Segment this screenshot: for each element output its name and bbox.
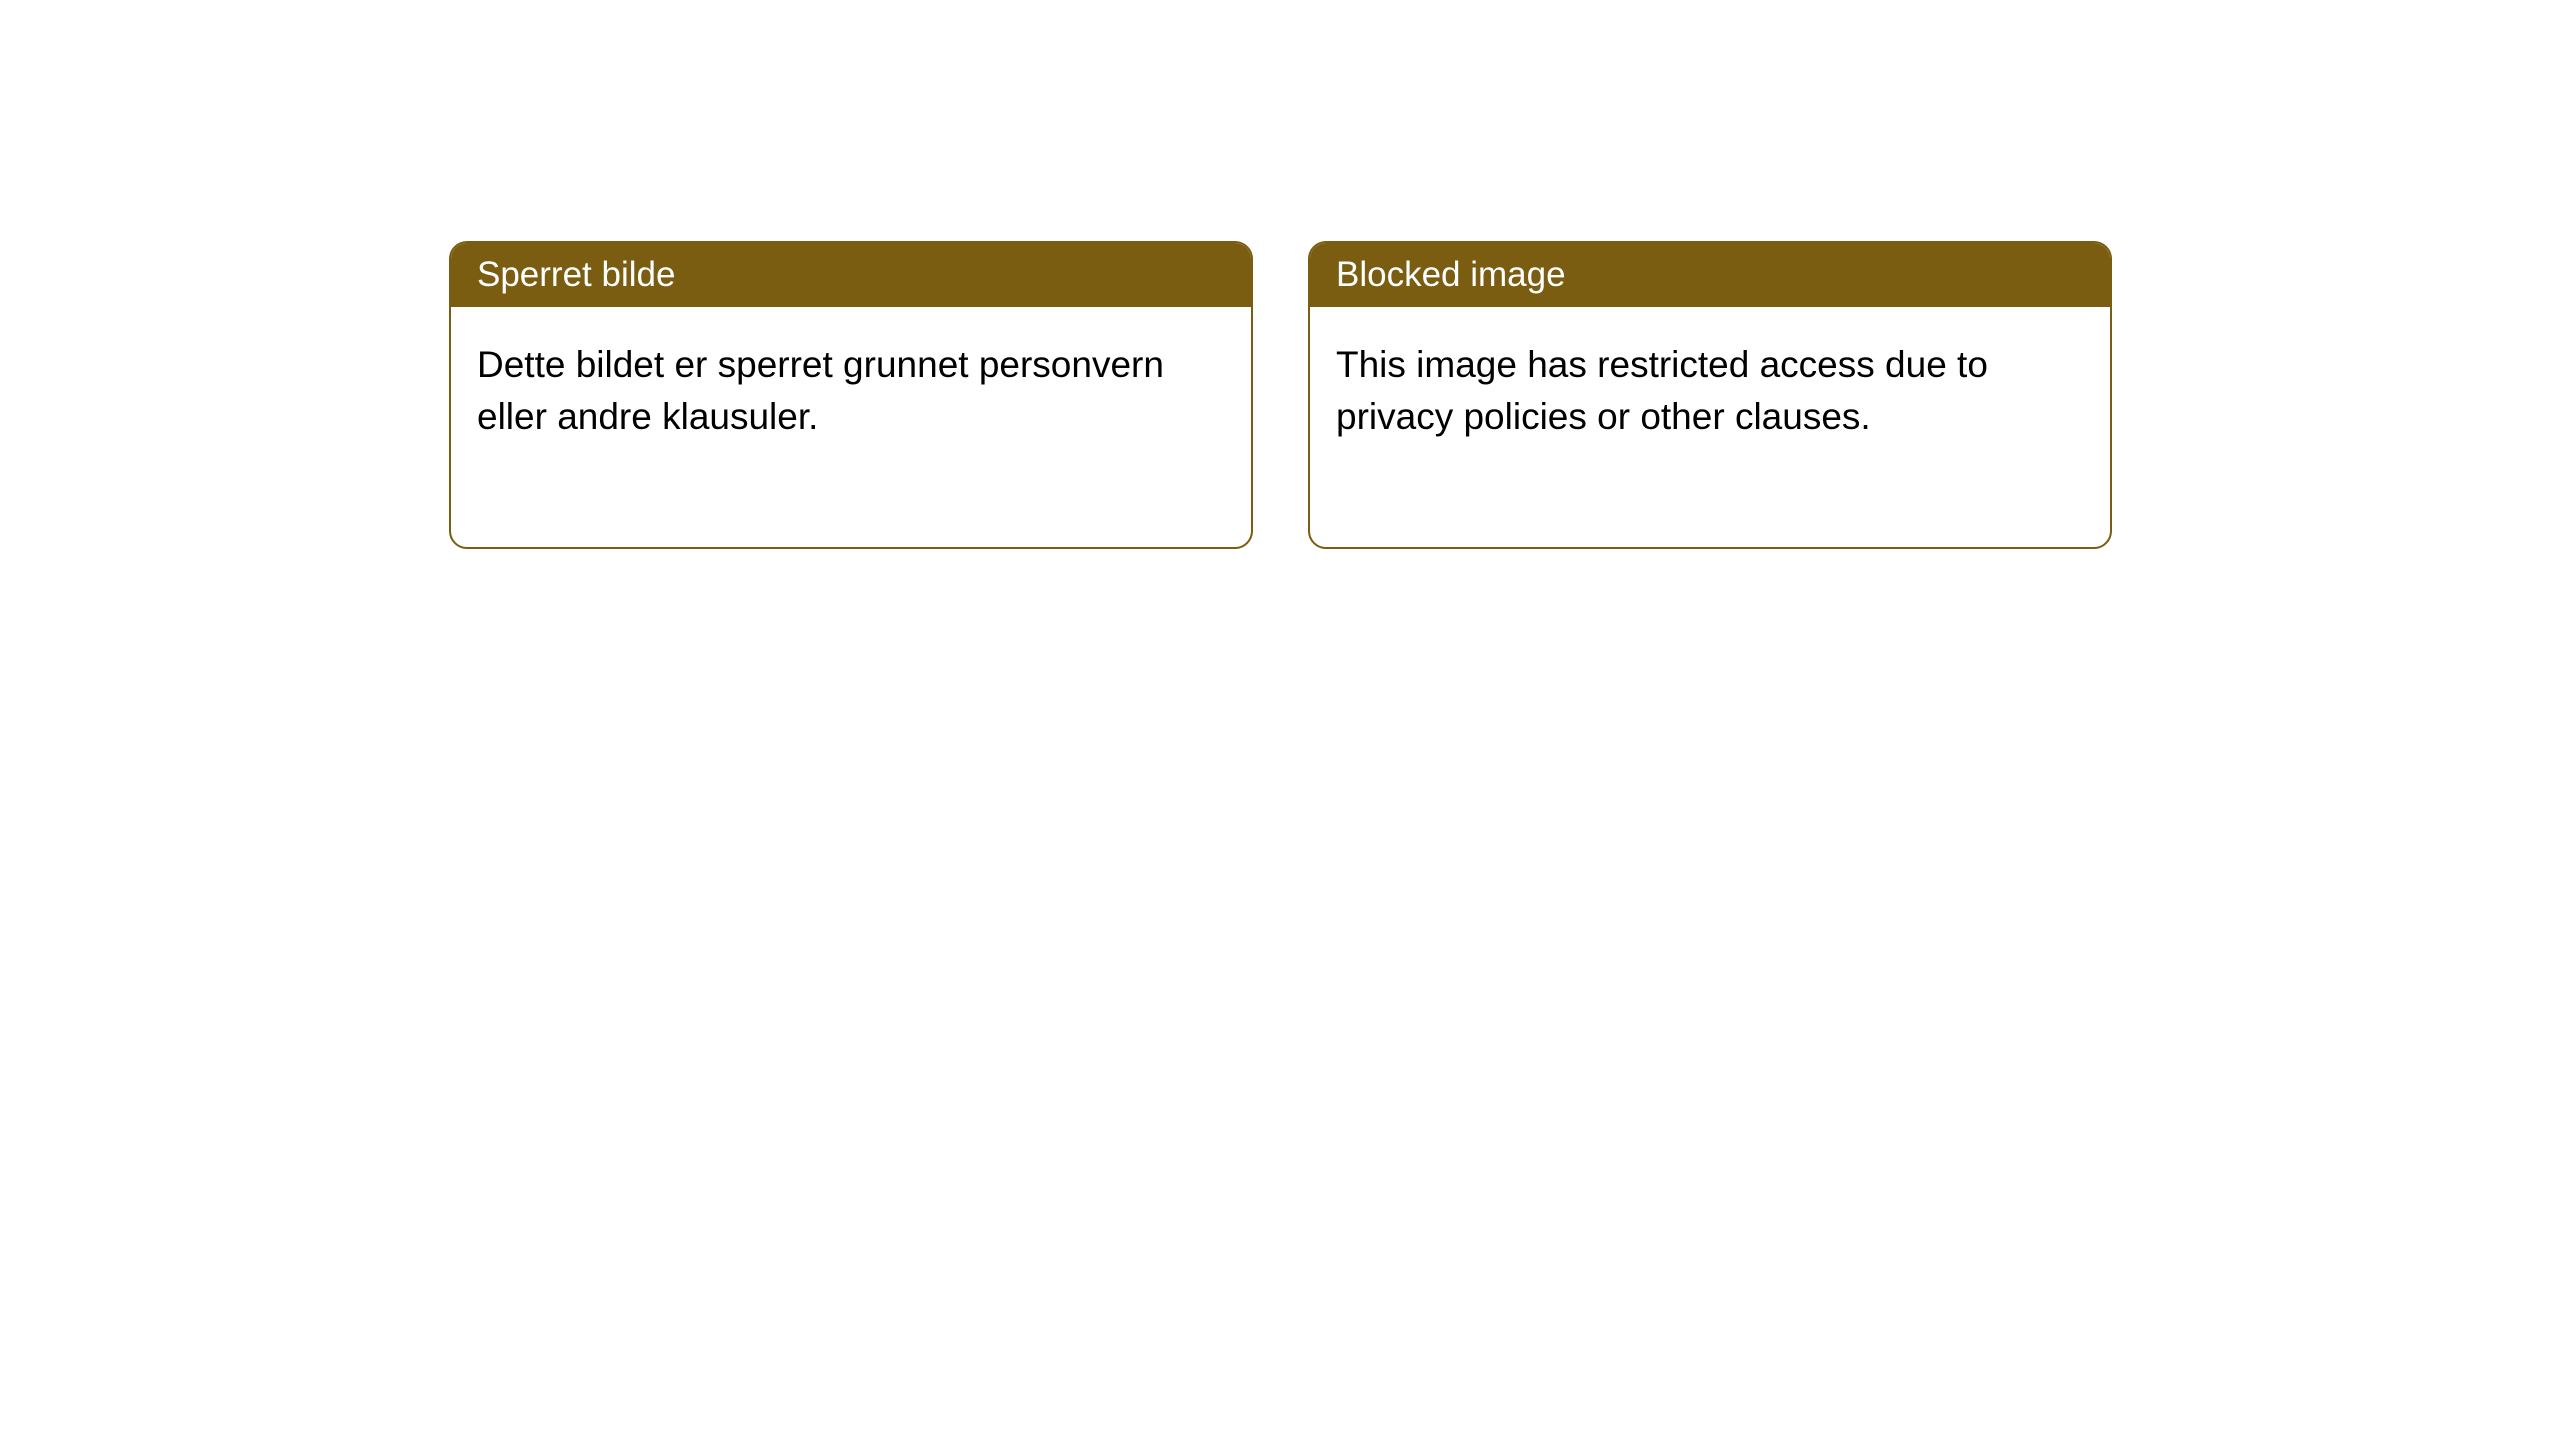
notice-header: Sperret bilde	[451, 243, 1251, 307]
notice-title: Blocked image	[1336, 255, 1566, 294]
notice-card-english: Blocked image This image has restricted …	[1308, 241, 2112, 549]
notices-container: Sperret bilde Dette bildet er sperret gr…	[0, 0, 2560, 549]
notice-body: This image has restricted access due to …	[1310, 307, 2110, 547]
notice-title: Sperret bilde	[477, 255, 675, 294]
notice-body-text: This image has restricted access due to …	[1336, 344, 1988, 437]
notice-card-norwegian: Sperret bilde Dette bildet er sperret gr…	[449, 241, 1253, 549]
notice-body: Dette bildet er sperret grunnet personve…	[451, 307, 1251, 547]
notice-header: Blocked image	[1310, 243, 2110, 307]
notice-body-text: Dette bildet er sperret grunnet personve…	[477, 344, 1164, 437]
